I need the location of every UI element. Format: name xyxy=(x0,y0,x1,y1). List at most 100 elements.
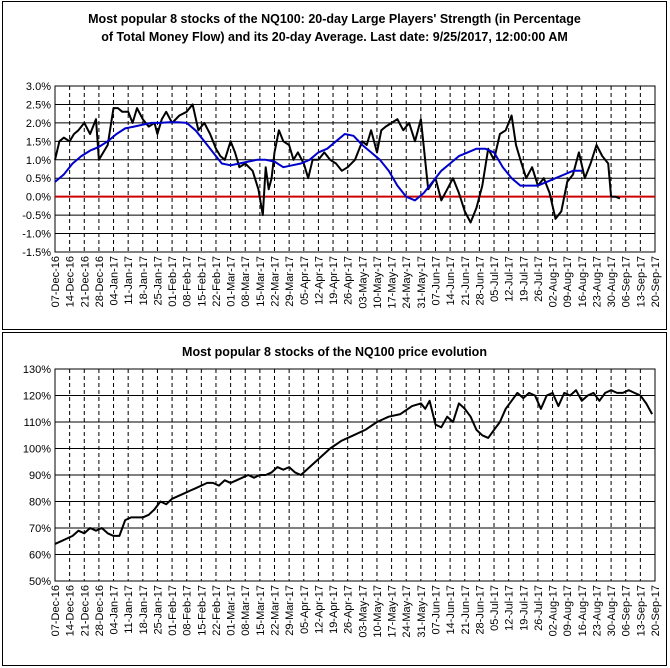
y-tick-label: 130% xyxy=(23,364,51,376)
x-tick-label: 09-Aug-17 xyxy=(562,256,574,307)
chart-title-line-2: of Total Money Flow) and its 20-day Aver… xyxy=(101,30,568,44)
x-tick-label: 20-Sep-17 xyxy=(650,256,662,307)
x-tick-label: 05-Jul-17 xyxy=(489,256,501,302)
plot-border xyxy=(54,85,656,253)
x-tick-label: 26-Apr-17 xyxy=(343,256,355,305)
x-tick-label: 07-Dec-16 xyxy=(50,256,62,307)
price-evolution-chart: Most popular 8 stocks of the NQ100 price… xyxy=(2,332,667,666)
x-tick-label: 22-Feb-17 xyxy=(211,256,223,307)
x-tick-label: 08-Feb-17 xyxy=(182,585,194,636)
x-tick-label: 21-Dec-16 xyxy=(79,585,91,636)
x-tick-label: 05-Apr-17 xyxy=(299,585,311,634)
x-tick-label: 17-May-17 xyxy=(387,585,399,638)
y-tick-label: 3.0% xyxy=(26,81,51,93)
x-tick-label: 20-Sep-17 xyxy=(650,585,662,636)
x-tick-label: 06-Sep-17 xyxy=(621,256,633,307)
x-tick-label: 18-Jan-17 xyxy=(138,585,150,635)
x-tick-label: 26-Apr-17 xyxy=(343,585,355,634)
y-tick-label: 1.5% xyxy=(26,136,51,148)
x-tick-label: 21-Dec-16 xyxy=(79,256,91,307)
y-tick-label: 120% xyxy=(23,391,51,403)
x-tick-label: 07-Jun-17 xyxy=(430,256,442,306)
x-tick-label: 25-Jan-17 xyxy=(152,585,164,635)
x-tick-label: 14-Dec-16 xyxy=(65,256,77,307)
x-tick-label: 11-Jan-17 xyxy=(123,585,135,634)
x-tick-label: 19-Jul-17 xyxy=(518,256,530,302)
x-tick-label: 15-Mar-17 xyxy=(255,256,267,307)
y-tick-label: 70% xyxy=(29,523,51,535)
x-tick-label: 31-May-17 xyxy=(416,585,428,638)
x-tick-label: 01-Mar-17 xyxy=(226,256,238,307)
x-tick-label: 04-Jan-17 xyxy=(109,256,121,306)
y-tick-label: -1.5% xyxy=(22,247,51,259)
x-tick-label: 25-Jan-17 xyxy=(152,256,164,306)
x-tick-label: 22-Mar-17 xyxy=(270,256,282,307)
x-tick-label: 15-Feb-17 xyxy=(196,585,208,636)
y-tick-label: 0.5% xyxy=(26,173,51,185)
x-tick-label: 30-Aug-17 xyxy=(606,256,618,307)
x-tick-label: 13-Sep-17 xyxy=(635,256,647,307)
x-tick-label: 08-Mar-17 xyxy=(240,256,252,307)
x-tick-label: 13-Sep-17 xyxy=(635,585,647,636)
x-tick-label: 09-Aug-17 xyxy=(562,585,574,636)
y-tick-label: 90% xyxy=(29,470,51,482)
x-tick-label: 15-Mar-17 xyxy=(255,585,267,636)
y-tick-label: 110% xyxy=(24,417,52,429)
x-tick-label: 02-Aug-17 xyxy=(548,256,560,307)
x-tick-label: 19-Apr-17 xyxy=(328,256,340,305)
series-line-2 xyxy=(54,121,582,202)
x-tick-label: 12-Apr-17 xyxy=(313,585,325,634)
x-tick-label: 24-May-17 xyxy=(401,585,413,638)
chart-title-line-1: Most popular 8 stocks of the NQ100: 20-d… xyxy=(88,12,581,26)
y-tick-label: 60% xyxy=(29,550,51,562)
x-tick-label: 22-Mar-17 xyxy=(270,585,282,636)
x-tick-label: 29-Mar-17 xyxy=(284,256,296,307)
x-tick-label: 10-May-17 xyxy=(372,585,384,638)
x-tick-label: 16-Aug-17 xyxy=(577,256,589,307)
y-tick-label: 2.0% xyxy=(26,118,51,130)
x-tick-label: 07-Jun-17 xyxy=(430,585,442,635)
x-tick-label: 05-Apr-17 xyxy=(299,256,311,305)
x-tick-label: 12-Jul-17 xyxy=(504,256,516,302)
x-tick-label: 10-May-17 xyxy=(372,256,384,309)
x-tick-label: 01-Feb-17 xyxy=(167,256,179,307)
x-tick-label: 17-May-17 xyxy=(387,256,399,309)
x-tick-label: 23-Aug-17 xyxy=(591,256,603,307)
y-tick-label: 0.0% xyxy=(26,192,51,204)
x-tick-label: 28-Dec-16 xyxy=(94,256,106,307)
x-tick-label: 19-Apr-17 xyxy=(328,585,340,634)
x-tick-label: 16-Aug-17 xyxy=(577,585,589,636)
y-tick-label: 2.5% xyxy=(26,99,51,111)
x-tick-label: 14-Jun-17 xyxy=(445,256,457,306)
x-tick-label: 14-Dec-16 xyxy=(65,585,77,636)
x-tick-label: 29-Mar-17 xyxy=(284,585,296,636)
x-tick-label: 19-Jul-17 xyxy=(518,585,530,631)
y-tick-label: 1.0% xyxy=(26,155,51,167)
x-tick-label: 28-Jun-17 xyxy=(474,585,486,635)
x-tick-label: 21-Jun-17 xyxy=(460,585,472,635)
x-tick-label: 30-Aug-17 xyxy=(606,585,618,636)
y-tick-label: -0.5% xyxy=(22,210,51,222)
x-tick-label: 21-Jun-17 xyxy=(460,256,472,306)
x-tick-label: 11-Jan-17 xyxy=(123,256,135,305)
x-tick-label: 01-Feb-17 xyxy=(167,585,179,636)
strength-plot-area: -1.5% -1.0% -0.5% 0.0% 0.5% 1.0% 1.5% 2.0% 2.5% 3… xyxy=(22,81,662,309)
x-tick-label: 01-Mar-17 xyxy=(226,585,238,636)
x-tick-label: 18-Jan-17 xyxy=(138,256,150,306)
plot-border xyxy=(54,368,656,582)
price-plot-area: 50% 60% 70% 80% 90% 100% 110% 120% 130% 07-Dec-16… xyxy=(23,364,662,638)
x-tick-label: 24-May-17 xyxy=(401,256,413,309)
x-tick-label: 04-Jan-17 xyxy=(109,585,121,635)
x-tick-label: 31-May-17 xyxy=(416,256,428,309)
x-tick-label: 05-Jul-17 xyxy=(489,585,501,631)
x-tick-label: 02-Aug-17 xyxy=(548,585,560,636)
x-tick-label: 03-May-17 xyxy=(357,585,369,638)
series-line-1 xyxy=(54,103,621,224)
x-tick-label: 26-Jul-17 xyxy=(533,585,545,631)
x-tick-label: 28-Jun-17 xyxy=(474,256,486,306)
series-line-1 xyxy=(54,389,653,545)
price-chart-title: Most popular 8 stocks of the NQ100 price… xyxy=(182,345,487,359)
y-tick-label: 80% xyxy=(29,497,51,509)
y-tick-label: 100% xyxy=(23,444,51,456)
x-tick-label: 12-Jul-17 xyxy=(504,585,516,631)
